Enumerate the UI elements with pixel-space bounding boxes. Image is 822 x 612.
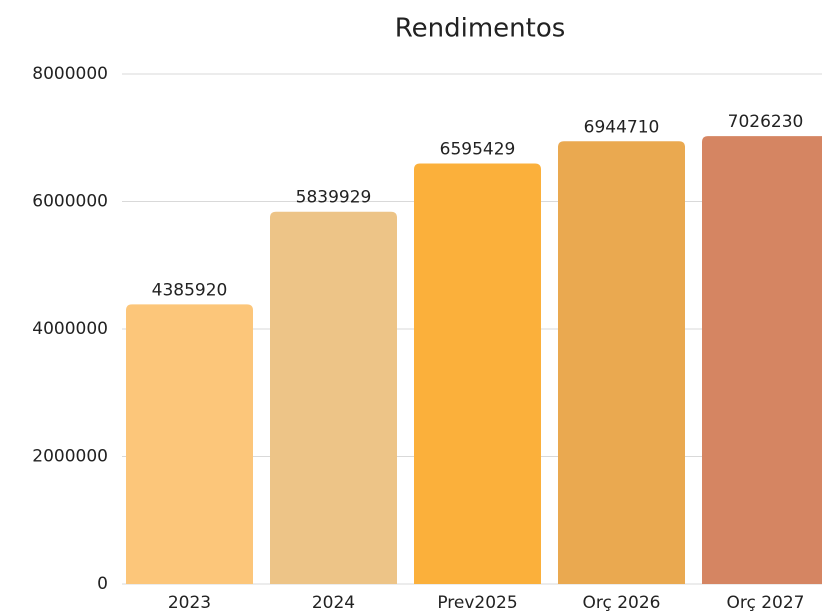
data-label: 5839929 bbox=[296, 188, 372, 208]
bar bbox=[414, 163, 541, 585]
data-label: 6944710 bbox=[584, 117, 660, 137]
y-tick-label: 2000000 bbox=[32, 447, 108, 467]
x-tick-label: 2024 bbox=[312, 593, 355, 612]
x-tick-label: Orç 2027 bbox=[726, 593, 804, 612]
x-tick-label: Orç 2026 bbox=[582, 593, 660, 612]
data-label: 6595429 bbox=[440, 140, 516, 160]
y-tick-label: 4000000 bbox=[32, 319, 108, 339]
chart-title: Rendimentos bbox=[395, 14, 566, 44]
bar bbox=[270, 211, 397, 584]
y-tick-label: 0 bbox=[97, 574, 108, 594]
y-tick-label: 6000000 bbox=[32, 192, 108, 212]
y-tick-label: 8000000 bbox=[32, 64, 108, 84]
bar bbox=[558, 141, 685, 585]
x-tick-label: Prev2025 bbox=[437, 593, 517, 612]
bar bbox=[126, 304, 253, 584]
data-label: 7026230 bbox=[728, 112, 804, 132]
x-tick-label: 2023 bbox=[168, 593, 211, 612]
data-label: 4385920 bbox=[152, 280, 228, 300]
bar bbox=[702, 136, 822, 584]
